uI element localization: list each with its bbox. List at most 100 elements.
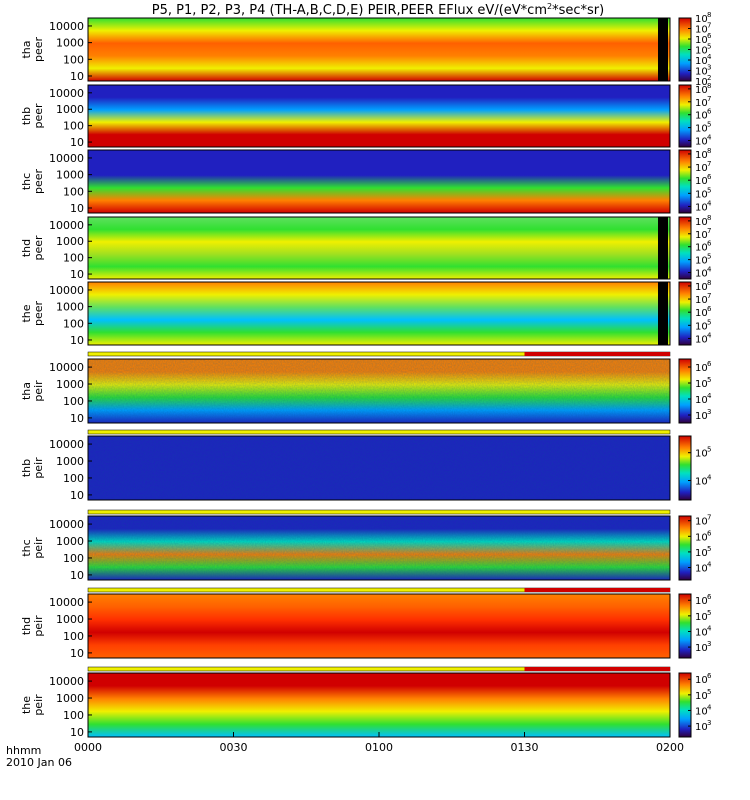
mode-bar-yellow xyxy=(87,509,671,515)
y-tick-label: 10000 xyxy=(49,361,84,374)
colorbar-tick-exponent: 5 xyxy=(707,186,711,194)
colorbar-tick-label: 10 xyxy=(695,308,708,319)
colorbar-thd-peer xyxy=(678,216,692,280)
colorbar-tick-label: 10 xyxy=(695,722,708,733)
colorbar-tick-exponent: 4 xyxy=(707,199,712,207)
panel-label-type: peir xyxy=(32,380,45,402)
colorbar-tick-label: 10 xyxy=(695,564,708,575)
y-tick-label: 10000 xyxy=(49,438,84,451)
colorbar-tick-exponent: 4 xyxy=(707,624,712,632)
colorbar-tick-exponent: 4 xyxy=(707,703,712,711)
colorbar-tick-label: 10 xyxy=(695,295,708,306)
panel-label-probe: thb xyxy=(20,459,33,477)
panel-label-type: peir xyxy=(32,615,45,637)
colorbar-tick-label: 10 xyxy=(695,202,708,213)
data-gap xyxy=(658,217,668,279)
colorbar-tick-label: 10 xyxy=(695,321,708,332)
y-tick-label: 10000 xyxy=(49,675,84,688)
y-tick-label: 100 xyxy=(63,252,84,265)
colorbar-tick-exponent: 4 xyxy=(707,134,712,142)
y-tick-label: 10000 xyxy=(49,596,84,609)
date-label: 2010 Jan 06 xyxy=(6,756,72,769)
colorbar-tick-label: 10 xyxy=(695,35,708,46)
chart-title-sup: 2 xyxy=(547,2,552,11)
y-tick-label: 100 xyxy=(63,120,84,133)
colorbar-tick-exponent: 7 xyxy=(707,160,711,168)
colorbar-tick-exponent: 6 xyxy=(707,593,712,601)
spectrogram-thb-peer xyxy=(88,85,670,147)
colorbar-tick-exponent: 6 xyxy=(707,529,712,537)
colorbar-tick-label: 10 xyxy=(695,363,708,374)
y-tick-label: 10 xyxy=(70,647,84,660)
colorbar-tick-exponent: 8 xyxy=(707,82,711,90)
colorbar-tick-label: 10 xyxy=(695,449,708,460)
y-tick-label: 1000 xyxy=(56,613,84,626)
colorbar-tick-exponent: 4 xyxy=(707,561,712,569)
colorbar-tick-exponent: 6 xyxy=(707,360,712,368)
colorbar-tick-label: 10 xyxy=(695,269,708,280)
x-tick-label: 0130 xyxy=(511,741,539,754)
colorbar-tick-exponent: 6 xyxy=(707,108,712,116)
colorbar-tick-exponent: 6 xyxy=(707,305,712,313)
y-tick-label: 10 xyxy=(70,726,84,739)
y-tick-label: 1000 xyxy=(56,301,84,314)
colorbar-tick-exponent: 7 xyxy=(707,514,711,522)
colorbar-tick-label: 10 xyxy=(695,67,708,78)
colorbar-tick-label: 10 xyxy=(695,46,708,57)
y-tick-label: 10000 xyxy=(49,20,84,33)
panel-label-probe: thd xyxy=(20,239,33,257)
spectrogram-thc-peer xyxy=(88,150,670,213)
colorbar-tick-label: 10 xyxy=(695,150,708,161)
y-tick-label: 10000 xyxy=(49,219,84,232)
colorbar-tick-label: 10 xyxy=(695,612,708,623)
y-tick-label: 1000 xyxy=(56,103,84,116)
colorbar-tick-label: 10 xyxy=(695,627,708,638)
y-tick-label: 10000 xyxy=(49,87,84,100)
colorbar-tick-exponent: 7 xyxy=(707,22,711,30)
colorbar-the-peir xyxy=(678,672,692,738)
colorbar-tick-exponent: 3 xyxy=(707,640,711,648)
spectrogram-noise xyxy=(88,516,670,580)
panel-frame xyxy=(87,84,671,148)
colorbar-tick-label: 10 xyxy=(695,163,708,174)
colorbar-tick-label: 10 xyxy=(695,77,708,88)
colorbar-tick-exponent: 6 xyxy=(707,32,712,40)
colorbar-tick-label: 10 xyxy=(695,379,708,390)
panel-label-probe: the xyxy=(20,696,33,714)
y-tick-label: 1000 xyxy=(56,378,84,391)
y-tick-label: 100 xyxy=(63,185,84,198)
panel-frame xyxy=(87,17,671,82)
colorbar-tick-label: 10 xyxy=(695,411,708,422)
colorbar-tick-label: 10 xyxy=(695,675,708,686)
y-tick-label: 10000 xyxy=(49,152,84,165)
panel-label-probe: thc xyxy=(20,539,33,556)
colorbar-tick-label: 10 xyxy=(695,189,708,200)
x-tick-label: 0200 xyxy=(656,741,684,754)
colorbar-tick-exponent: 8 xyxy=(707,147,711,155)
colorbar-tick-exponent: 4 xyxy=(707,392,712,400)
colorbar-tick-exponent: 5 xyxy=(707,545,711,553)
spectrogram-noise xyxy=(88,359,670,423)
colorbar-tick-label: 10 xyxy=(695,691,708,702)
colorbar-tick-label: 10 xyxy=(695,85,708,96)
colorbar-tick-label: 10 xyxy=(695,243,708,254)
y-tick-label: 10 xyxy=(70,412,84,425)
y-tick-label: 1000 xyxy=(56,535,84,548)
data-gap xyxy=(658,18,668,81)
spectrogram-thd-peer xyxy=(88,217,670,279)
colorbar-tick-exponent: 6 xyxy=(707,240,712,248)
mode-bar-red xyxy=(524,352,670,356)
panel-label-type: peir xyxy=(32,694,45,716)
colorbar-tick-label: 10 xyxy=(695,548,708,559)
colorbar-tick-exponent: 7 xyxy=(707,292,711,300)
panel-frame xyxy=(87,358,671,424)
panel-label-type: peer xyxy=(32,235,45,261)
colorbar-tick-exponent: 5 xyxy=(707,609,711,617)
chart-title-main: P5, P1, P2, P3, P4 (TH-A,B,C,D,E) PEIR,P… xyxy=(152,3,547,18)
